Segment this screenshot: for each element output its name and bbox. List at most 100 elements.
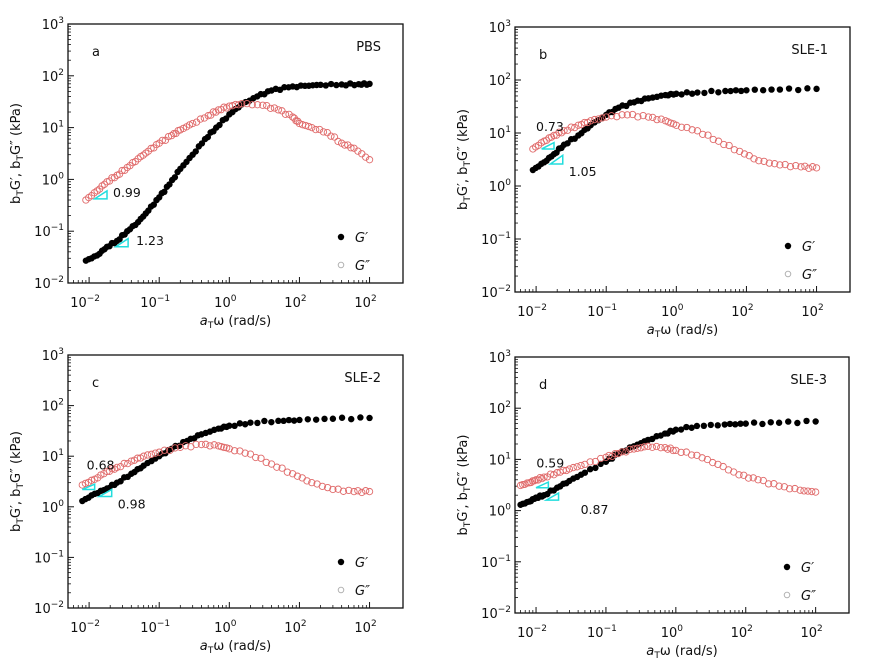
data-point xyxy=(735,471,743,479)
tick-base: 10 xyxy=(489,505,506,520)
data-point xyxy=(721,421,728,428)
tick-base: 10 xyxy=(731,305,748,320)
tick-exponent: 3 xyxy=(58,16,64,26)
slope-label: 0.68 xyxy=(87,457,115,472)
data-point-interp xyxy=(640,443,649,451)
y-tick-label: 10−2 xyxy=(481,605,511,622)
y-tick-label: 101 xyxy=(489,125,511,142)
tick-exponent: −1 xyxy=(51,549,64,559)
tick-base: 10 xyxy=(140,296,157,311)
data-point-interp xyxy=(701,89,708,97)
data-point-interp xyxy=(124,459,132,468)
tick-base: 10 xyxy=(489,180,506,195)
data-point-interp xyxy=(751,86,759,93)
data-point xyxy=(630,445,638,453)
data-point xyxy=(365,156,374,164)
panel-b: 10−210−110010110210310−210−1100102102a_T… xyxy=(456,19,851,340)
data-point xyxy=(134,155,142,163)
x-label-rest: ω (rad/s) xyxy=(213,314,271,329)
data-point-interp xyxy=(683,89,691,96)
data-point-interp xyxy=(626,445,634,454)
slope-triangle xyxy=(535,480,550,489)
data-point-interp xyxy=(708,87,715,95)
data-point-interp xyxy=(323,483,332,492)
data-point-interp xyxy=(319,128,328,136)
data-point-interp xyxy=(657,444,665,452)
tick-exponent: 2 xyxy=(748,303,754,313)
data-point-interp xyxy=(293,472,302,480)
y-tick-label: 102 xyxy=(42,68,64,85)
data-point-interp xyxy=(795,86,802,94)
data-point-interp xyxy=(709,135,717,144)
tick-exponent: 2 xyxy=(505,400,511,410)
slope-label: 1.05 xyxy=(569,164,597,179)
data-point-interp xyxy=(241,449,249,457)
data-point-interp xyxy=(158,136,166,145)
data-point-interp xyxy=(234,101,243,109)
data-point xyxy=(693,127,702,135)
data-point-interp xyxy=(688,126,696,134)
tick-exponent: 1 xyxy=(58,120,64,130)
x-label-a: a xyxy=(646,644,654,659)
data-point xyxy=(714,137,723,145)
data-point-interp xyxy=(750,419,758,426)
plot-frame xyxy=(67,23,404,284)
tick-base: 10 xyxy=(481,607,498,622)
data-point-interp xyxy=(586,466,594,473)
tick-base: 10 xyxy=(140,621,157,636)
y-label-part: G″ (kPa) xyxy=(456,435,471,487)
data-point-interp xyxy=(120,459,128,468)
data-point-interp xyxy=(262,458,270,467)
data-point xyxy=(553,469,561,477)
tick-base: 10 xyxy=(489,453,506,468)
legend-marker-g-prime xyxy=(337,233,345,241)
sample-name: SLE-1 xyxy=(791,43,828,58)
series-g-double-prime xyxy=(516,442,820,496)
x-label-sub: T xyxy=(653,651,660,661)
x-axis-label: a_Tω (rad/s) xyxy=(200,314,271,331)
x-tick-label: 100 xyxy=(214,294,237,311)
data-point-interp xyxy=(241,421,249,428)
panel-letter: d xyxy=(539,378,547,393)
x-label-a: a xyxy=(200,314,208,329)
tick-base: 10 xyxy=(481,556,498,571)
data-point-interp xyxy=(801,162,809,170)
data-point-interp xyxy=(110,174,119,182)
data-point-interp xyxy=(181,442,190,450)
data-point xyxy=(225,445,233,453)
tick-base: 10 xyxy=(489,21,506,36)
data-point-interp xyxy=(770,160,779,168)
x-label-a: a xyxy=(200,639,208,654)
data-point-interp xyxy=(362,487,370,495)
data-point xyxy=(113,463,121,472)
tick-base: 10 xyxy=(42,450,59,465)
panel-a: 10−210−110010110210310−210−1100102102a_T… xyxy=(9,16,404,331)
data-point-interp xyxy=(715,89,722,96)
tick-base: 10 xyxy=(42,70,59,85)
tick-exponent: −1 xyxy=(157,294,170,304)
y-tick-label: 101 xyxy=(489,451,511,468)
data-point-interp xyxy=(726,420,734,428)
series-g-double-prime xyxy=(78,440,374,497)
x-label-sub: T xyxy=(207,321,214,331)
tick-base: 10 xyxy=(34,225,51,240)
legend-label-g-prime: G′ xyxy=(802,240,815,255)
data-point xyxy=(672,121,680,129)
tick-exponent: 2 xyxy=(301,294,307,304)
data-point-interp xyxy=(687,451,696,459)
data-point-interp xyxy=(683,423,690,431)
tick-exponent: 3 xyxy=(505,349,511,359)
x-label-rest: ω (rad/s) xyxy=(213,639,271,654)
x-tick-label: 100 xyxy=(661,624,684,641)
data-point xyxy=(673,90,680,97)
y-tick-label: 103 xyxy=(42,347,64,364)
data-point xyxy=(214,442,223,450)
slope-triangle xyxy=(82,483,96,491)
data-point-interp xyxy=(652,442,661,451)
x-tick-label: 102 xyxy=(731,624,753,641)
data-point-interp xyxy=(273,463,281,471)
data-point-interp xyxy=(220,443,228,452)
tick-base: 10 xyxy=(489,127,506,142)
data-point-interp xyxy=(357,414,364,421)
data-point-interp xyxy=(688,90,696,97)
